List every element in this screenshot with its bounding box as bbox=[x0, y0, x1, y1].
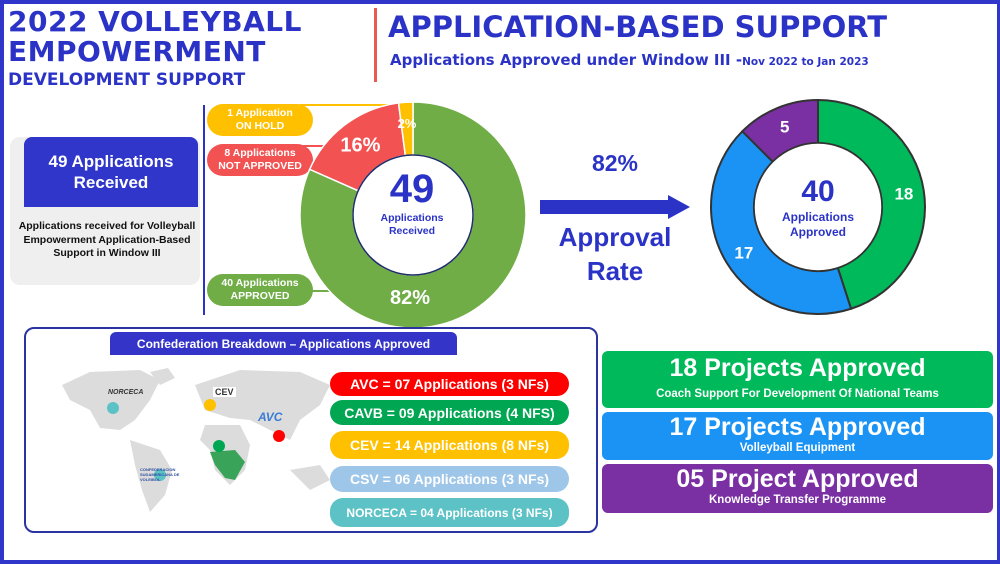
not-approved-text: NOT APPROVED bbox=[218, 160, 302, 172]
connector-line bbox=[300, 145, 330, 147]
divider bbox=[203, 105, 205, 315]
on-hold-label: 1 Application ON HOLD bbox=[207, 104, 313, 136]
project-card: 05 Project Approved Knowledge Transfer Pr… bbox=[602, 464, 993, 513]
donut1-center-label: Applications Received bbox=[380, 212, 444, 237]
not-approved-count: 8 Applications bbox=[224, 147, 296, 159]
donut1-slice-label: 82% bbox=[390, 287, 430, 309]
confederation-panel bbox=[24, 327, 598, 533]
approved-text: APPROVED bbox=[230, 290, 290, 302]
confederation-item: CSV = 06 Applications (3 NFs) bbox=[330, 466, 569, 492]
avc-logo: AVC bbox=[258, 410, 283, 424]
approved-count: 40 Applications bbox=[221, 277, 299, 289]
project-title: 05 Project Approved bbox=[676, 465, 919, 493]
approval-label-1: Approval bbox=[558, 222, 672, 252]
donut1-slice-label: 16% bbox=[340, 134, 380, 156]
cev-logo: CEV bbox=[213, 387, 236, 397]
confederation-item: NORCECA = 04 Applications (3 NFs) bbox=[330, 498, 569, 527]
project-subtitle: Coach Support For Development Of Nationa… bbox=[656, 388, 939, 400]
norceca-logo: NORCECA bbox=[108, 389, 144, 396]
project-title: 18 Projects Approved bbox=[669, 354, 926, 382]
confederation-title: Confederation Breakdown – Applications A… bbox=[110, 332, 457, 355]
on-hold-text: ON HOLD bbox=[235, 120, 285, 132]
donut2-slice-label: 18 bbox=[894, 184, 913, 203]
title-line-2: EMPOWERMENT bbox=[8, 35, 266, 68]
approval-label-2: Rate bbox=[586, 256, 644, 286]
divider bbox=[374, 8, 377, 82]
donut2-center-value: 40 bbox=[801, 175, 835, 208]
cev-marker bbox=[204, 399, 216, 411]
cavb-marker bbox=[213, 440, 225, 452]
main-title: APPLICATION-BASED SUPPORT bbox=[388, 10, 888, 44]
project-subtitle: Volleyball Equipment bbox=[739, 442, 856, 454]
approved-label: 40 Applications APPROVED bbox=[207, 274, 313, 306]
subtitle-dates: Nov 2022 to Jan 2023 bbox=[742, 56, 869, 68]
csv-logo: CONFEDERACION SUDAMERICANA DE VOLEIBOL bbox=[140, 467, 180, 482]
donut2-slice-label: 5 bbox=[780, 118, 789, 137]
project-title: 17 Projects Approved bbox=[669, 413, 926, 441]
donut1-center-value: 49 bbox=[389, 167, 435, 211]
received-heading: 49 Applications Received bbox=[24, 137, 198, 207]
project-card: 17 Projects Approved Volleyball Equipment bbox=[602, 412, 993, 460]
donut2-hole bbox=[753, 142, 883, 272]
csv-marker bbox=[154, 469, 166, 481]
not-approved-label: 8 Applications NOT APPROVED bbox=[207, 144, 313, 176]
title-line-1: 2022 VOLLEYBALL bbox=[8, 5, 302, 38]
donut1-center: 49 Applications Received bbox=[352, 168, 472, 238]
on-hold-count: 1 Application bbox=[227, 107, 293, 119]
donut2-center: 40 Applications Approved bbox=[758, 176, 878, 240]
donut2-center-label: Applications Approved bbox=[781, 210, 854, 239]
donut1-slice-label: 2% bbox=[398, 116, 417, 131]
arrow-shaft bbox=[540, 200, 670, 214]
subtitle: Applications Approved under Window III -… bbox=[390, 51, 869, 69]
confederation-item: CEV = 14 Applications (8 NFs) bbox=[330, 431, 569, 459]
approval-rate-value: 82% bbox=[591, 150, 639, 176]
connector-line bbox=[300, 104, 410, 106]
title-line-3: DEVELOPMENT SUPPORT bbox=[8, 70, 246, 90]
subtitle-text: Applications Approved under Window III - bbox=[390, 51, 743, 69]
project-card: 18 Projects Approved Coach Support For De… bbox=[602, 351, 993, 408]
project-subtitle: Knowledge Transfer Programme bbox=[708, 494, 887, 506]
summary-description: Applications received for Volleyball Emp… bbox=[18, 220, 196, 259]
donut1-hole bbox=[352, 154, 474, 276]
connector-line bbox=[300, 290, 340, 292]
confederation-item: CAVB = 09 Applications (4 NFS) bbox=[330, 400, 569, 425]
africa-shape bbox=[210, 450, 245, 480]
received-heading-2: Received bbox=[73, 173, 149, 192]
received-heading-1: 49 Applications bbox=[48, 152, 174, 171]
approval-rate-label: Approval Rate bbox=[540, 220, 690, 288]
donut2-slice-label: 17 bbox=[734, 243, 753, 262]
arrow-right-icon bbox=[668, 195, 690, 219]
norceca-marker bbox=[107, 402, 119, 414]
confederation-item: AVC = 07 Applications (3 NFs) bbox=[330, 372, 569, 396]
avc-marker bbox=[273, 430, 285, 442]
